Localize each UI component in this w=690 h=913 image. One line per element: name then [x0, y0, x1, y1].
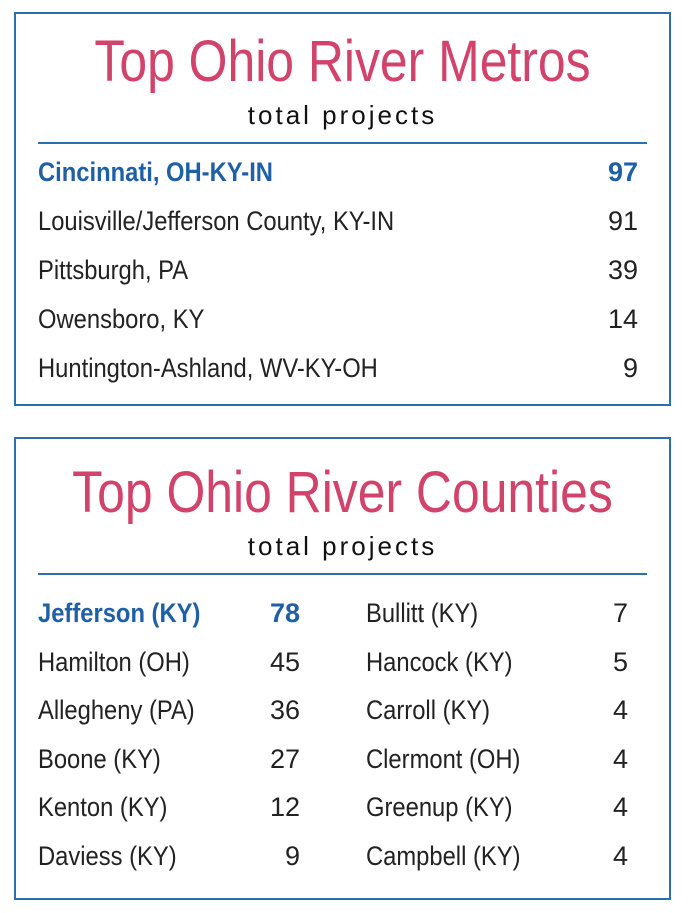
- row-value: 7: [612, 598, 628, 628]
- row-label: Kenton (KY): [38, 792, 168, 822]
- row-value: 97: [607, 157, 638, 187]
- row-value: 27: [269, 743, 300, 774]
- row-value: 4: [612, 792, 628, 822]
- table-row: Cincinnati, OH-KY-IN 97: [38, 157, 648, 191]
- row-value: 9: [284, 840, 300, 871]
- row-label: Jefferson (KY): [38, 598, 201, 628]
- row-label: Campbell (KY): [366, 840, 521, 871]
- table-row: Campbell (KY) 4: [366, 841, 636, 875]
- metros-divider: [38, 142, 647, 144]
- row-label: Bullitt (KY): [366, 598, 479, 628]
- table-row: Hamilton (OH) 45: [38, 647, 308, 681]
- table-row: Jefferson (KY) 78: [38, 598, 308, 632]
- row-value: 45: [269, 646, 300, 677]
- table-row: Kenton (KY) 12: [38, 792, 308, 826]
- table-row: Pittsburgh, PA 39: [38, 255, 648, 289]
- row-label: Pittsburgh, PA: [38, 255, 189, 285]
- counties-title: Top Ohio River Counties: [72, 460, 613, 525]
- metros-subtitle: total projects: [247, 100, 438, 130]
- table-row: Boone (KY) 27: [38, 744, 308, 778]
- row-label: Allegheny (PA): [38, 695, 195, 725]
- row-value: 12: [269, 792, 300, 822]
- table-row: Bullitt (KY) 7: [366, 598, 636, 632]
- row-value: 4: [612, 840, 628, 871]
- table-row: Clermont (OH) 4: [366, 744, 636, 778]
- row-value: 4: [612, 743, 628, 774]
- metros-title: Top Ohio River Metros: [94, 29, 591, 94]
- counties-panel: Top Ohio River Counties total projects J…: [14, 437, 671, 900]
- row-label: Owensboro, KY: [38, 304, 205, 334]
- table-row: Hancock (KY) 5: [366, 647, 636, 681]
- counties-subtitle: total projects: [247, 531, 438, 561]
- table-row: Huntington-Ashland, WV-KY-OH 9: [38, 353, 648, 387]
- row-label: Daviess (KY): [38, 840, 177, 871]
- row-value: 14: [607, 304, 638, 334]
- table-row: Owensboro, KY 14: [38, 304, 648, 338]
- row-label: Huntington-Ashland, WV-KY-OH: [38, 353, 378, 383]
- row-label: Louisville/Jefferson County, KY-IN: [38, 206, 395, 236]
- row-value: 39: [607, 255, 638, 285]
- row-value: 91: [607, 206, 638, 236]
- row-label: Greenup (KY): [366, 792, 513, 822]
- row-label: Clermont (OH): [366, 743, 521, 774]
- row-value: 78: [269, 598, 300, 628]
- row-label: Hancock (KY): [366, 646, 513, 677]
- row-value: 36: [269, 695, 300, 725]
- row-label: Boone (KY): [38, 743, 161, 774]
- counties-divider: [38, 573, 647, 575]
- row-value: 4: [612, 695, 628, 725]
- metros-panel: Top Ohio River Metros total projects Cin…: [14, 12, 671, 406]
- table-row: Carroll (KY) 4: [366, 695, 636, 729]
- table-row: Daviess (KY) 9: [38, 841, 308, 875]
- row-value: 9: [622, 353, 638, 383]
- row-value: 5: [612, 646, 628, 677]
- row-label: Hamilton (OH): [38, 646, 190, 677]
- table-row: Greenup (KY) 4: [366, 792, 636, 826]
- row-label: Carroll (KY): [366, 695, 491, 725]
- row-label: Cincinnati, OH-KY-IN: [38, 157, 273, 187]
- table-row: Allegheny (PA) 36: [38, 695, 308, 729]
- table-row: Louisville/Jefferson County, KY-IN 91: [38, 206, 648, 240]
